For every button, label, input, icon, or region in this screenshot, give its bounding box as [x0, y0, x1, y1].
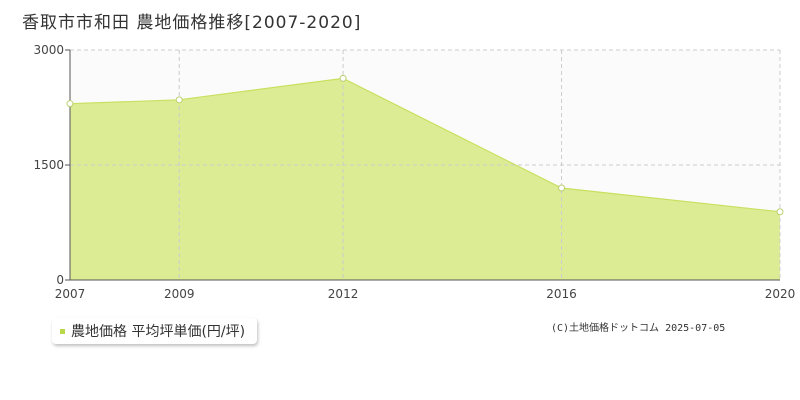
data-point — [339, 74, 347, 82]
data-point — [776, 208, 784, 216]
x-tick-label: 2020 — [765, 287, 796, 301]
x-tick-label: 2012 — [328, 287, 359, 301]
series-area — [70, 78, 780, 280]
legend-label: 農地価格 平均坪単価(円/坪) — [71, 324, 246, 340]
legend: 農地価格 平均坪単価(円/坪) — [52, 318, 258, 344]
y-tick-label: 3000 — [33, 43, 64, 57]
y-tick-label: 0 — [56, 273, 64, 287]
chart-title: 香取市市和田 農地価格推移[2007-2020] — [22, 13, 362, 33]
x-tick-label: 2007 — [55, 287, 86, 301]
x-tick-label: 2016 — [546, 287, 577, 301]
legend-swatch — [60, 328, 65, 334]
y-tick-label: 1500 — [33, 158, 64, 172]
data-point — [66, 100, 74, 108]
x-tick-label: 2009 — [164, 287, 195, 301]
data-point — [558, 184, 566, 192]
credit-text: (C)土地価格ドットコム 2025-07-05 — [551, 323, 726, 334]
data-point — [175, 96, 183, 104]
